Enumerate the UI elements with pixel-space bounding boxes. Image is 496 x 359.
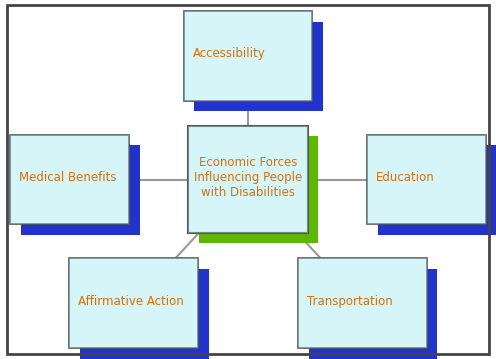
Bar	[69, 258, 198, 348]
Text: Medical Benefits: Medical Benefits	[19, 171, 117, 184]
Bar	[378, 145, 496, 235]
Bar	[194, 22, 323, 111]
Bar	[10, 135, 129, 224]
Bar	[367, 135, 486, 224]
Bar	[69, 258, 198, 348]
Bar	[188, 126, 308, 233]
Bar	[80, 269, 209, 359]
Bar	[309, 269, 437, 359]
Text: Affirmative Action: Affirmative Action	[78, 295, 184, 308]
Bar	[21, 145, 140, 235]
Bar	[367, 135, 486, 224]
Bar	[184, 11, 312, 101]
Bar	[10, 135, 129, 224]
Bar	[298, 258, 427, 348]
Text: Economic Forces
Influencing People
with Disabilities: Economic Forces Influencing People with …	[194, 156, 302, 199]
Bar	[188, 126, 308, 233]
Text: Accessibility: Accessibility	[192, 47, 265, 60]
Bar	[298, 258, 427, 348]
Text: Transportation: Transportation	[307, 295, 392, 308]
Text: Education: Education	[376, 171, 434, 184]
Bar	[184, 11, 312, 101]
Bar	[199, 136, 318, 243]
